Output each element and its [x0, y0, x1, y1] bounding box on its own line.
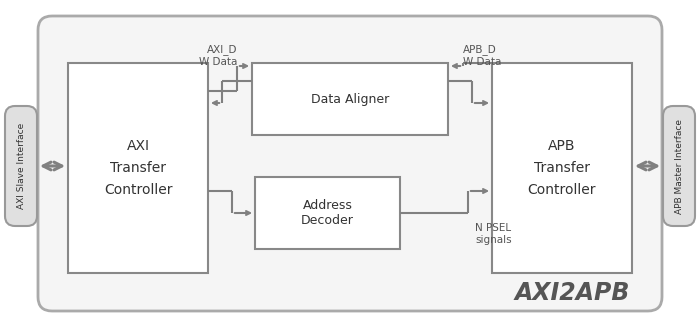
Text: APB_D
W Data: APB_D W Data — [463, 44, 501, 67]
Text: N PSEL
signals: N PSEL signals — [475, 223, 512, 245]
Text: APB
Transfer
Controller: APB Transfer Controller — [528, 139, 596, 197]
Text: Address
Decoder: Address Decoder — [301, 199, 354, 227]
Text: AXI2APB: AXI2APB — [514, 281, 630, 305]
FancyBboxPatch shape — [38, 16, 662, 311]
Bar — [68, 63, 208, 273]
Text: Data Aligner: Data Aligner — [311, 92, 389, 106]
FancyBboxPatch shape — [5, 106, 37, 226]
FancyBboxPatch shape — [663, 106, 695, 226]
Text: AXI
Transfer
Controller: AXI Transfer Controller — [104, 139, 172, 197]
Text: APB Master Interface: APB Master Interface — [675, 118, 683, 213]
Bar — [255, 177, 400, 249]
Bar — [252, 63, 448, 135]
Bar — [492, 63, 632, 273]
Text: AXI_D
W Data: AXI_D W Data — [199, 44, 237, 67]
Text: AXI Slave Interface: AXI Slave Interface — [17, 123, 25, 209]
